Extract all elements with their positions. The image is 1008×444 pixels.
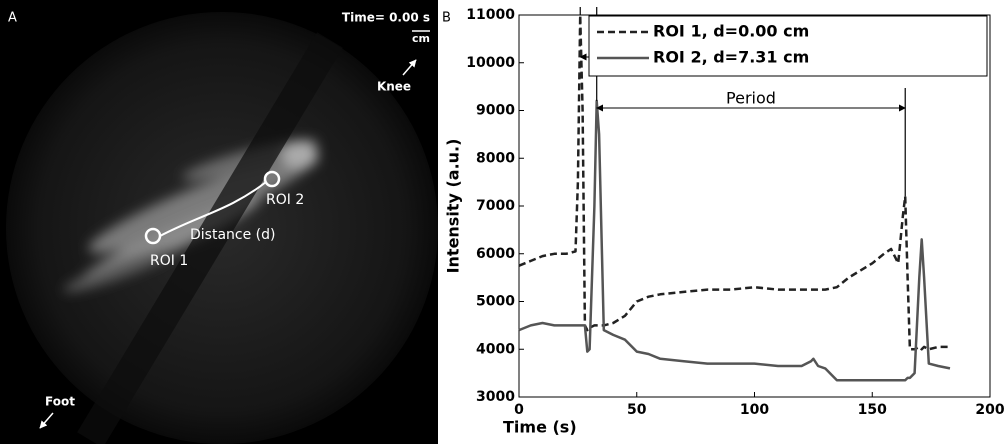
y-tick-label: 3000 bbox=[476, 389, 515, 405]
series-line bbox=[518, 13, 950, 351]
y-tick-label: 6000 bbox=[476, 246, 515, 262]
legend-label: ROI 2, d=7.31 cm bbox=[653, 48, 809, 67]
y-tick-label: 10000 bbox=[466, 55, 515, 71]
distance-label: Distance (d) bbox=[190, 227, 275, 243]
knee-label: Knee bbox=[377, 80, 411, 94]
y-tick-label: 4000 bbox=[476, 341, 515, 357]
y-tick-label: 5000 bbox=[476, 294, 515, 310]
x-axis-title: Time (s) bbox=[503, 418, 577, 437]
scale-label: cm bbox=[412, 32, 430, 45]
x-tick-label: 100 bbox=[740, 402, 769, 418]
y-tick-label: 11000 bbox=[466, 7, 515, 23]
panel-a: A Time= 0.00 s cm Knee Foot ROI 1 ROI 2 … bbox=[0, 0, 438, 444]
legend-box bbox=[588, 15, 988, 77]
x-tick-label: 0 bbox=[514, 402, 524, 418]
x-tick-label: 50 bbox=[627, 402, 647, 418]
y-tick-label: 8000 bbox=[476, 150, 515, 166]
foot-label: Foot bbox=[45, 395, 75, 409]
y-tick-label: 9000 bbox=[476, 103, 515, 119]
annotation-label: Period bbox=[726, 89, 776, 108]
panel-label: B bbox=[442, 11, 451, 26]
roi-label: ROI 1 bbox=[150, 253, 188, 269]
legend-label: ROI 1, d=0.00 cm bbox=[653, 22, 809, 41]
panel-label: A bbox=[8, 11, 17, 26]
series-line bbox=[518, 99, 951, 382]
x-tick-label: 200 bbox=[975, 402, 1004, 418]
time-label: Time= 0.00 s bbox=[342, 11, 430, 25]
y-axis-title: Intensity (a.u.) bbox=[444, 139, 463, 274]
x-tick-label: 150 bbox=[858, 402, 887, 418]
roi-label: ROI 2 bbox=[266, 192, 304, 208]
y-tick-label: 7000 bbox=[476, 198, 515, 214]
